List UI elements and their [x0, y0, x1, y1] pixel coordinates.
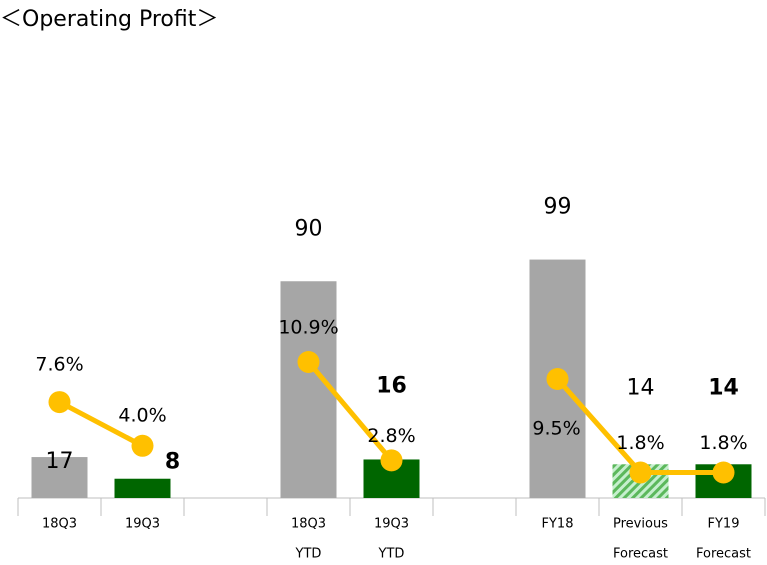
bar-value-label: 14: [708, 375, 739, 400]
bar-value-label: 99: [544, 195, 572, 220]
margin-value-label: 1.8%: [699, 432, 747, 454]
bar-value-label: 17: [46, 449, 74, 474]
margin-value-label: 9.5%: [532, 418, 580, 440]
bar-value-label: 90: [295, 216, 323, 241]
margin-value-label: 7.6%: [35, 354, 83, 376]
bar-value-label: 14: [627, 375, 655, 400]
margin-value-label: 1.8%: [616, 432, 664, 454]
bar-value-label: 8: [165, 450, 180, 475]
x-tick-label: Previous: [613, 517, 668, 532]
margin-marker: [546, 368, 569, 390]
margin-value-label: 4.0%: [118, 404, 166, 426]
margin-line: [58, 399, 144, 448]
bar: [280, 281, 337, 498]
margin-marker: [297, 351, 320, 373]
margin-marker: [712, 461, 735, 484]
margin-value-label: 10.9%: [278, 317, 338, 339]
margin-marker: [380, 449, 403, 472]
bar: [114, 478, 171, 498]
x-tick-label: Forecast: [696, 547, 751, 562]
x-tick-label: 18Q3: [42, 517, 77, 532]
x-tick-label: Forecast: [613, 547, 668, 562]
chart-title: ＜Operating Profit＞: [0, 7, 218, 32]
margin-value-label: 2.8%: [367, 425, 415, 447]
x-tick-label: FY19: [708, 517, 740, 532]
margin-marker: [48, 391, 71, 414]
x-tick-label: FY18: [542, 517, 574, 532]
margin-marker: [629, 461, 652, 484]
margin-marker: [131, 434, 154, 457]
margin-line: [306, 360, 394, 462]
x-tick-label: 18Q3: [291, 517, 326, 532]
bar: [31, 457, 88, 498]
x-tick-label: 19Q3: [374, 517, 409, 532]
bar-value-label: 16: [376, 373, 407, 398]
x-tick-label: 19Q3: [125, 517, 160, 532]
x-tick-label: YTD: [378, 547, 405, 562]
x-tick-label: YTD: [295, 547, 322, 562]
